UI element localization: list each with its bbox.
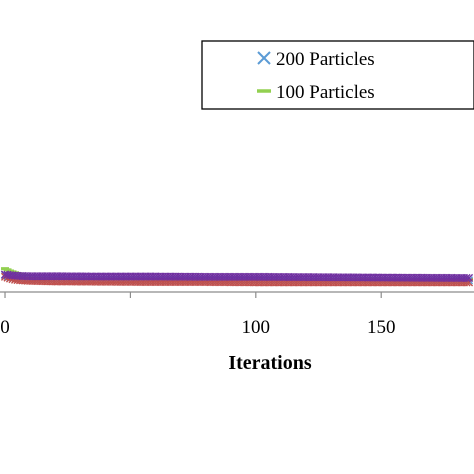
data-point-marker <box>462 273 471 283</box>
x-axis-title: Iterations <box>228 352 312 374</box>
x-tick-label: 100 <box>242 317 271 338</box>
x-axis-ticks: 0 100 150 <box>0 292 395 338</box>
x-tick-label: 0 <box>0 317 10 338</box>
x-tick-label: 150 <box>367 317 396 338</box>
legend: 200 Particles 100 Particles <box>201 40 474 110</box>
legend-marker-200-particles <box>257 51 271 65</box>
legend-label-200-particles: 200 Particles <box>276 49 375 70</box>
data-point-marker <box>464 273 474 283</box>
plot-marks <box>0 267 474 287</box>
series-2-markers <box>0 270 474 283</box>
legend-box <box>201 40 474 110</box>
legend-label-100-particles: 100 Particles <box>276 82 375 103</box>
